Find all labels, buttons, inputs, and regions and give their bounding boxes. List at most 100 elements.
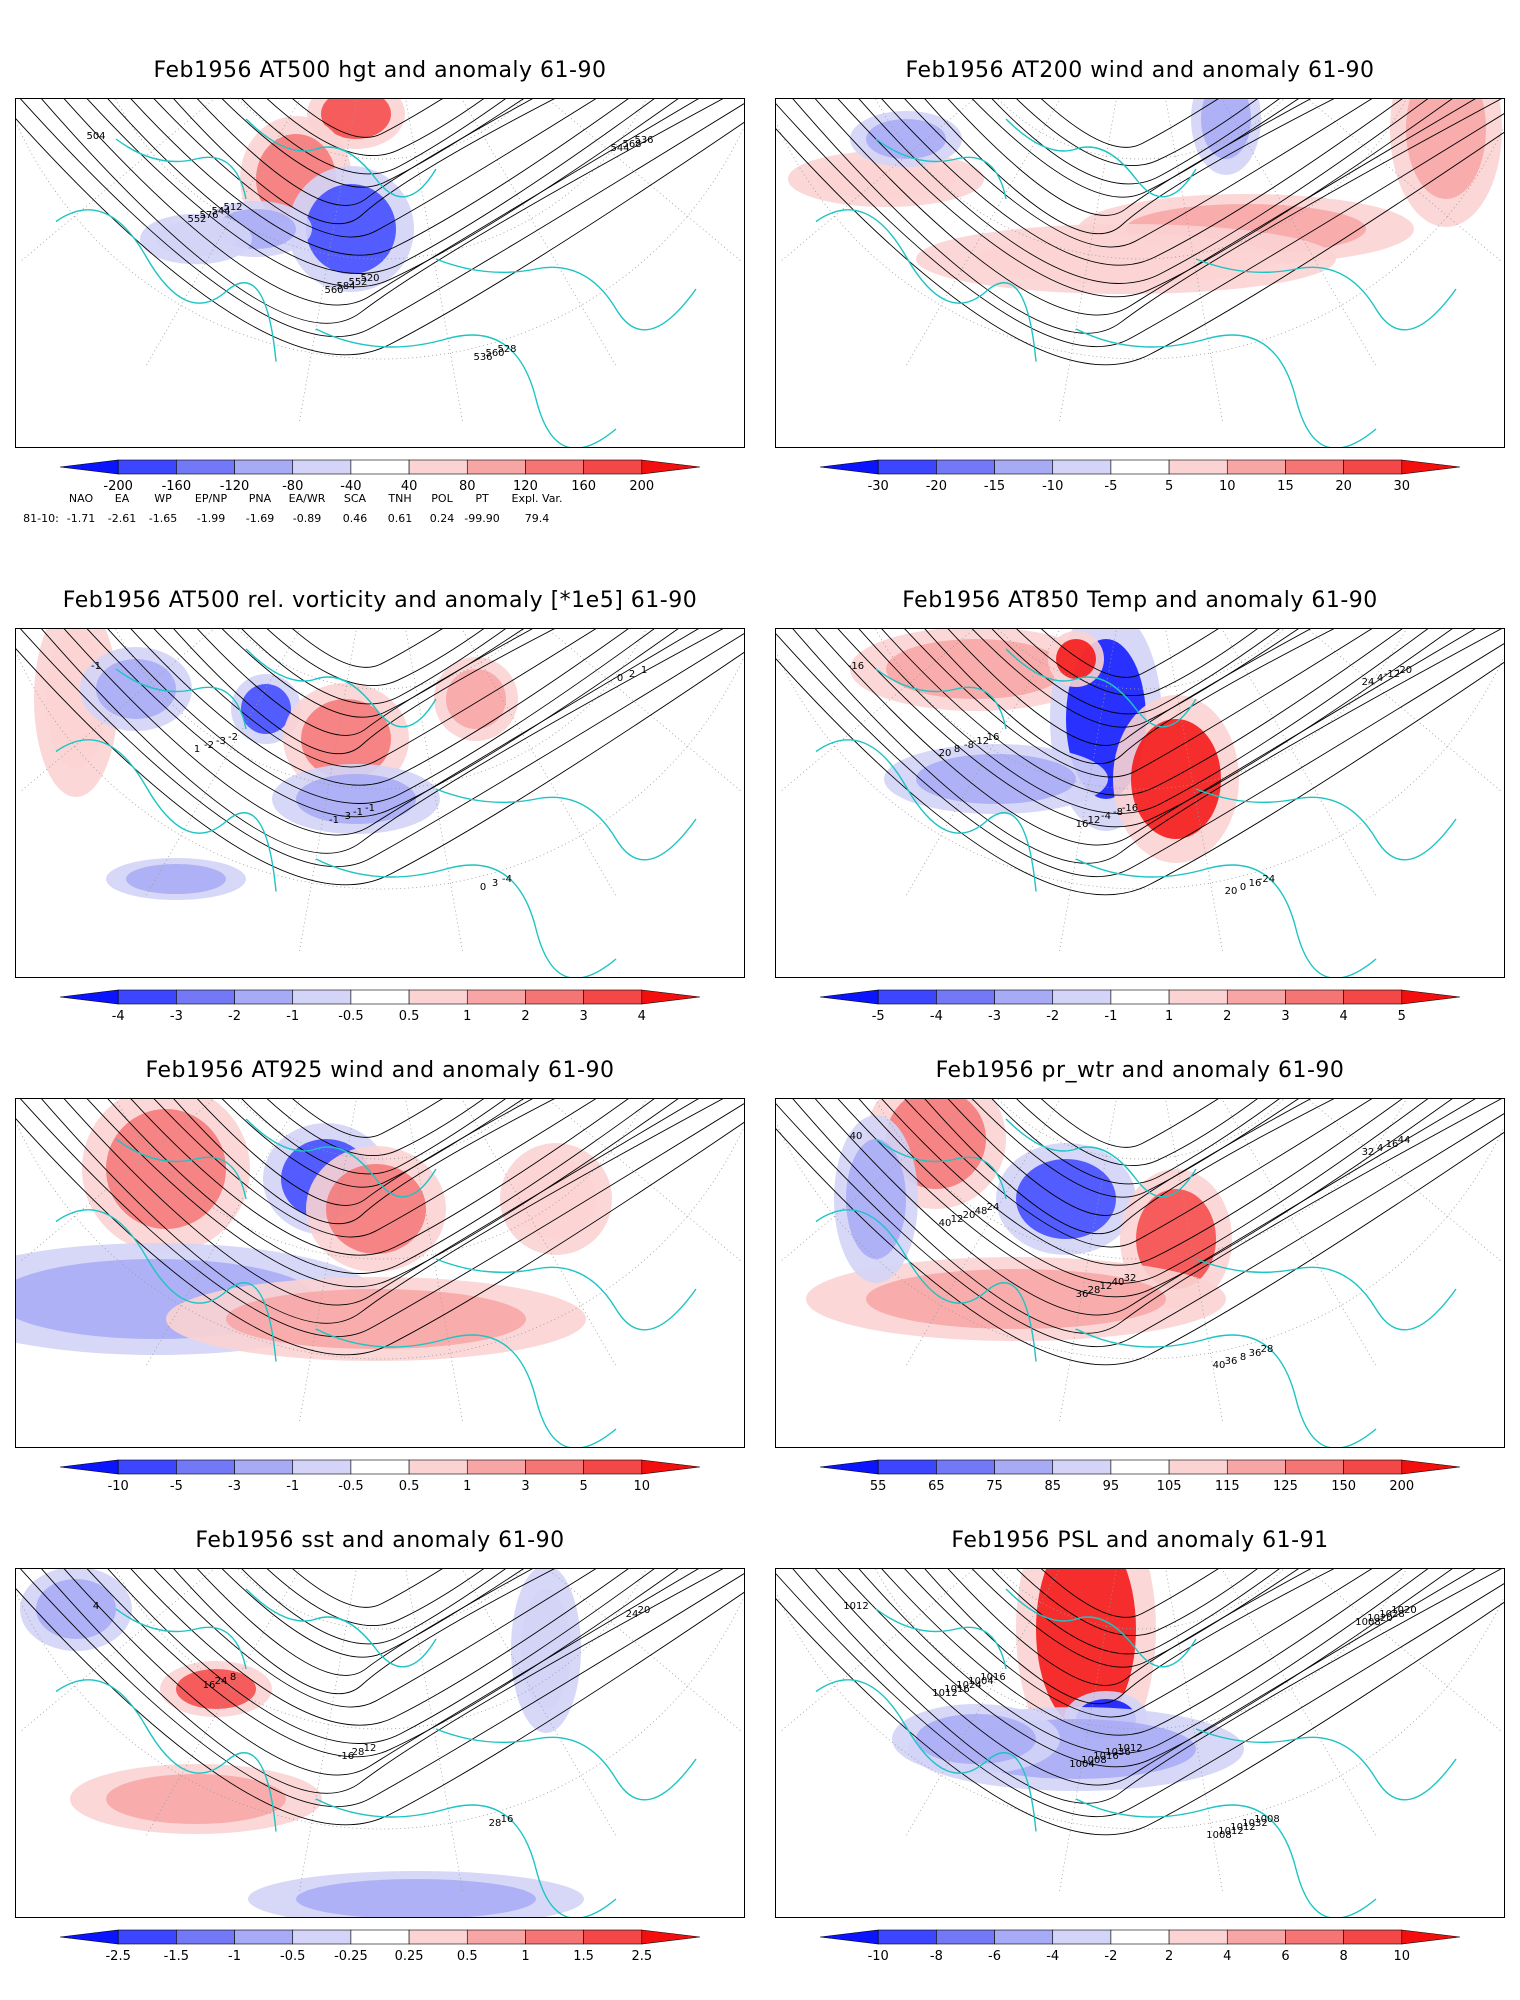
panel-wind200: Feb1956 AT200 wind and anomaly 61-90 -30… [760, 0, 1520, 500]
colorbar-swatch [994, 459, 1054, 475]
contour-label: 1012 [1230, 1822, 1255, 1833]
anomaly-shade [516, 1159, 596, 1239]
contour-label: -1 [329, 815, 339, 826]
colorbar-swatch [234, 1929, 294, 1945]
colorbar-tick-label: -120 [220, 479, 250, 494]
index-name: NAO [68, 492, 94, 505]
contour-line [1041, 99, 1219, 148]
index-name: SCA [343, 492, 367, 505]
panel-title: Feb1956 pr_wtr and anomaly 61-90 [935, 1058, 1345, 1083]
contour-line [292, 629, 443, 668]
colorbar-tick-label: 2 [1223, 1009, 1231, 1024]
contour-line [41, 629, 724, 854]
colorbar-tick-label: 65 [928, 1479, 945, 1494]
colorbar-tick-label: -5 [1104, 479, 1117, 494]
contour-line [266, 1569, 484, 1627]
contour-line [241, 99, 506, 175]
contour-label: 1036 [1105, 1747, 1130, 1758]
meridian-line [1141, 1099, 1505, 1120]
map-vort500: -1 -2 -1 -4 1 -3 -1 3 2 -2 -3 0 0 1 -1 [15, 628, 745, 978]
colorbar-swatch [994, 1929, 1054, 1945]
contour-line [20, 99, 744, 337]
svg-text:512: 512 [223, 202, 242, 213]
colorbar-tick-label: 1 [1165, 1009, 1173, 1024]
colorbar-tick-label: 3 [521, 1479, 529, 1494]
contour-label: 24 [1362, 677, 1375, 688]
contour-label: 568 [622, 139, 641, 150]
colorbar-tick-label: -1 [228, 1949, 241, 1964]
contour-label: -3 [216, 736, 226, 747]
colorbar-tick-label: 5 [1165, 479, 1173, 494]
contour-line [86, 629, 679, 818]
contour-line [153, 629, 597, 768]
contour-line [792, 99, 1502, 334]
svg-text:1008: 1008 [1355, 1617, 1380, 1628]
contour-line [991, 1099, 1280, 1185]
colorbar-tick-label: 120 [513, 479, 538, 494]
contour-label: 24 [215, 1676, 228, 1687]
svg-text:1012: 1012 [1117, 1743, 1142, 1754]
contour-line [292, 1569, 443, 1608]
colorbar-tick-label: -8 [930, 1949, 943, 1964]
contour-label: 1 [194, 744, 200, 755]
svg-text:40: 40 [1213, 1360, 1226, 1371]
contour-label: -2 [204, 740, 214, 751]
contour-label: 12 [1100, 1281, 1113, 1292]
colorbar-swatch [292, 1929, 352, 1945]
colorbar-tick-label: -0.5 [338, 1479, 363, 1494]
contour-line [904, 1099, 1373, 1248]
contour-label: 1032 [1242, 1818, 1267, 1829]
coastline [875, 1138, 1007, 1200]
colorbar-tick-label: -15 [984, 479, 1005, 494]
svg-text:576: 576 [199, 210, 218, 221]
contour-label: -1 [365, 803, 375, 814]
svg-text:24: 24 [987, 1202, 1000, 1213]
contour-label: -16 [338, 1751, 354, 1762]
svg-text:32: 32 [1124, 1273, 1137, 1284]
colorbar-tick-label: 2 [1165, 1949, 1173, 1964]
colorbar-tick-label: 8 [1339, 1949, 1347, 1964]
colorbar-arrow-right [1401, 989, 1461, 1005]
colorbar-arrow-right [641, 1459, 701, 1475]
contour-line [971, 99, 1299, 198]
colorbar-tick-label: -5 [872, 1009, 885, 1024]
svg-text:48: 48 [975, 1206, 988, 1217]
colorbar-tick-label: -0.5 [338, 1009, 363, 1024]
colorbar-swatch [525, 459, 584, 475]
anomaly-shade [916, 754, 1076, 804]
svg-text:0: 0 [480, 882, 486, 893]
svg-text:1028: 1028 [1379, 1609, 1404, 1620]
contour-line [266, 99, 484, 157]
contour-line [776, 103, 1504, 347]
contour-label: 28 [1088, 1285, 1101, 1296]
svg-text:560: 560 [485, 348, 504, 359]
colorbar-tick-label: 4 [638, 1009, 646, 1024]
colorbar-tick-label: -20 [926, 479, 947, 494]
contour-line [107, 1099, 655, 1274]
contour-label: 536 [473, 352, 492, 363]
contour-label: 1008 [1355, 1617, 1380, 1628]
contour-line [1016, 1569, 1258, 1637]
colorbar-tick-label: 40 [401, 479, 418, 494]
contour-label: 16 [501, 1814, 514, 1825]
contour-label: -3 [341, 811, 351, 822]
contour-label: 552 [348, 277, 367, 288]
svg-text:8: 8 [1240, 1352, 1246, 1363]
contour-line [858, 1099, 1429, 1284]
contour-line [971, 1569, 1299, 1668]
coastline [875, 668, 1007, 730]
svg-text:-12: -12 [1384, 669, 1400, 680]
colorbar-psl: -10 -8 -6 -4 -2 2 4 6 8 10 [819, 1929, 1461, 1968]
anomaly-shade [976, 234, 1276, 284]
svg-text:40: 40 [939, 1218, 952, 1229]
coastline [315, 1328, 617, 1447]
contour-label: 16 [1076, 819, 1089, 830]
contour-label: 544 [610, 143, 629, 154]
contour-label: 1020 [1367, 1613, 1392, 1624]
contour-line [241, 629, 506, 705]
anomaly-shade [1016, 1159, 1116, 1239]
contour-line [292, 99, 443, 138]
colorbar-tick-label: 1 [463, 1479, 471, 1494]
contour-label: 16 [1386, 1139, 1399, 1150]
anomaly-shade [816, 159, 956, 199]
